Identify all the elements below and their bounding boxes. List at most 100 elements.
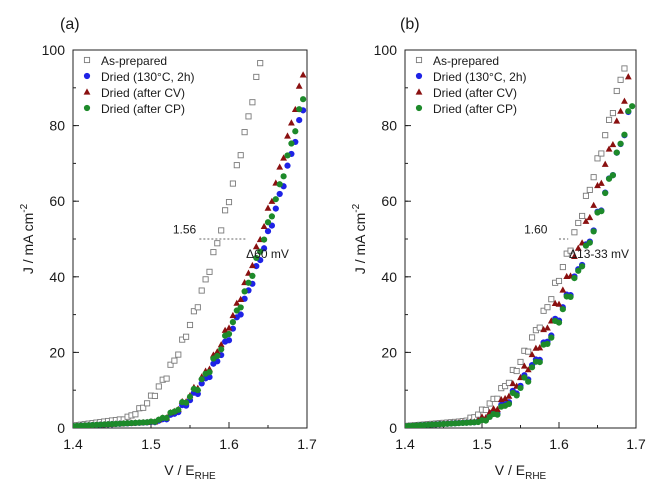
data-point [505, 392, 513, 399]
data-point [582, 192, 589, 199]
y-axis-label-main: J / mA cm [20, 213, 36, 274]
data-point [253, 254, 260, 262]
data-point [257, 60, 264, 67]
data-point [621, 131, 628, 138]
data-point [229, 319, 236, 326]
data-point [194, 304, 201, 311]
data-point [555, 277, 563, 285]
data-point [264, 228, 272, 235]
data-point [237, 304, 244, 311]
series-0 [405, 65, 628, 428]
data-point [225, 324, 233, 331]
data-point [241, 288, 248, 295]
data-point [249, 99, 256, 106]
data-point [186, 393, 194, 400]
data-point [264, 204, 272, 211]
data-layer [73, 60, 307, 428]
data-point [613, 117, 621, 124]
data-point [213, 348, 221, 355]
data-point [598, 208, 605, 215]
data-point [276, 163, 284, 170]
data-point [218, 346, 225, 353]
data-point [602, 189, 609, 197]
annotation-label: 1.60 [524, 222, 548, 236]
legend-marker [415, 104, 423, 112]
data-point [590, 174, 597, 181]
data-point [299, 71, 307, 78]
data-point [268, 197, 276, 204]
x-axis-label: V / ERHE [164, 462, 216, 482]
data-point [520, 362, 528, 369]
data-point [594, 155, 601, 162]
data-point [222, 207, 229, 214]
legend-label: As-prepared [101, 54, 167, 68]
panel-label: (b) [400, 16, 420, 33]
data-point [536, 324, 543, 331]
data-point [544, 324, 551, 331]
panel-b: (b) 1.4 1.5 1.6 1.7 0 20 40 60 80 100 V / ERHE J / m… [351, 16, 646, 482]
data-point [175, 351, 182, 358]
data-point [536, 358, 543, 366]
data-point [245, 113, 252, 120]
data-point [551, 299, 559, 306]
data-point [613, 149, 620, 156]
data-point [155, 383, 162, 390]
data-point [183, 333, 190, 340]
y-tick-label: 0 [389, 420, 397, 436]
data-point [132, 411, 139, 418]
data-point [186, 321, 194, 329]
data-point [284, 162, 291, 169]
data-point [280, 154, 287, 161]
data-point [206, 268, 213, 275]
x-tick-label: 1.4 [63, 436, 83, 452]
legend-label: Dried (after CP) [433, 102, 517, 116]
data-point [521, 374, 528, 381]
data-point [590, 201, 598, 208]
y-tick-label: 40 [49, 269, 65, 285]
data-point [609, 140, 617, 148]
data-point [284, 132, 291, 139]
y-tick-label: 60 [49, 193, 65, 209]
data-point [288, 140, 295, 147]
y-tick-label: 40 [381, 269, 397, 285]
annotation-label: Δ60 mV [246, 247, 289, 261]
data-point [288, 119, 295, 126]
data-point [624, 73, 632, 80]
data-point [629, 103, 636, 110]
y-tick-label: 80 [49, 118, 65, 134]
data-point [555, 300, 563, 307]
legend-marker [83, 104, 91, 112]
x-tick-label: 1.4 [395, 436, 415, 452]
data-point [582, 217, 590, 224]
data-point [175, 406, 182, 413]
data-point [183, 399, 190, 406]
y-tick-label: 80 [381, 118, 397, 134]
data-point [198, 380, 205, 387]
series-3 [405, 103, 636, 428]
y-tick-label: 100 [374, 42, 398, 58]
data-point [606, 116, 613, 123]
data-point [276, 181, 283, 188]
x-axis-label-sub: RHE [195, 471, 216, 482]
data-point [233, 299, 241, 306]
data-point [501, 394, 509, 402]
data-point [528, 364, 536, 371]
legend-label: Dried (after CV) [101, 86, 185, 100]
data-point [594, 181, 601, 189]
data-point [621, 97, 628, 104]
data-point [621, 65, 628, 72]
x-axis-label-main: V / E [495, 462, 525, 478]
data-point [217, 340, 225, 348]
data-point [517, 358, 524, 365]
data-point [261, 236, 268, 243]
data-point [171, 357, 178, 364]
data-point [571, 229, 578, 236]
data-point [206, 369, 213, 376]
data-point [144, 400, 151, 407]
data-point [575, 219, 582, 227]
data-point [524, 366, 532, 373]
data-point [540, 325, 547, 333]
data-point [229, 180, 236, 187]
data-point [300, 96, 307, 103]
